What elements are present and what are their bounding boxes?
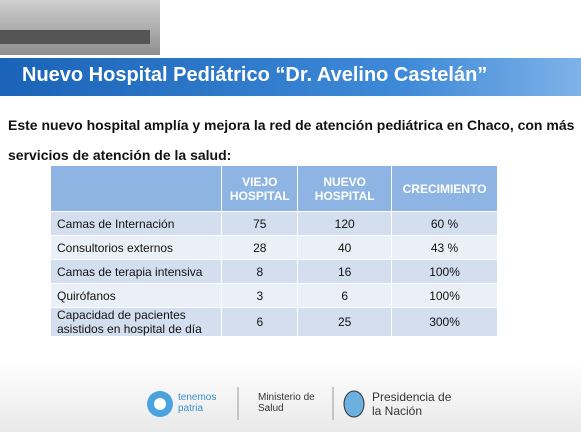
value-cell: 25 [297,307,393,337]
value-cell: 8 [221,259,299,284]
row-label: Capacidad de pacientes asistidos en hosp… [49,307,223,337]
value-cell: 100% [391,259,498,284]
table-row: Quirófanos 3 6 100% [49,283,498,308]
footer-text: tenemos patria [178,392,217,414]
title-banner [0,58,581,96]
header-cell: NUEVO HOSPITAL [297,165,393,212]
header-row: VIEJO HOSPITAL NUEVO HOSPITAL CRECIMIENTO [49,165,498,212]
value-cell: 6 [297,283,393,308]
table-row: Camas de Internación 75 120 60 % [49,211,498,236]
footer-logos [147,387,365,420]
value-cell: 300% [391,307,498,337]
value-cell: 120 [297,211,393,236]
row-label: Quirófanos [49,283,223,308]
footer-text: Ministerio de Salud [258,392,315,414]
table-row: Capacidad de pacientes asistidos en hosp… [49,307,498,337]
footer: tenemos patria Ministerio de Salud Presi… [0,362,581,432]
building-photo-detail [0,30,150,44]
value-cell: 6 [221,307,299,337]
row-label: Camas de Internación [49,211,223,236]
comparison-table: VIEJO HOSPITAL NUEVO HOSPITAL CRECIMIENTO … [49,165,498,337]
header-cell [49,165,223,212]
title: Nuevo Hospital Pediátrico “Dr. Avelino C… [22,64,488,86]
value-cell: 60 % [391,211,498,236]
value-cell: 75 [221,211,299,236]
table-row: Consultorios externos 28 40 43 % [49,235,498,260]
value-cell: 100% [391,283,498,308]
value-cell: 28 [221,235,299,260]
footer-text: Presidencia de la Nación [372,390,452,418]
intro-text: Este nuevo hospital amplía y mejora la r… [8,117,575,163]
header-cell: VIEJO HOSPITAL [221,165,299,212]
table-body: Camas de Internación 75 120 60 % Consultorio… [49,211,498,337]
row-label: Camas de terapia intensiva [49,259,223,284]
value-cell: 16 [297,259,393,284]
value-cell: 43 % [391,235,498,260]
building-photo [0,0,160,55]
header-cell: CRECIMIENTO [391,165,498,212]
patria-logo-sun [154,398,166,410]
value-cell: 3 [221,283,299,308]
table-row: Camas de terapia intensiva 8 16 100% [49,259,498,284]
value-cell: 40 [297,235,393,260]
coat-of-arms [343,390,365,418]
row-label: Consultorios externos [49,235,223,260]
